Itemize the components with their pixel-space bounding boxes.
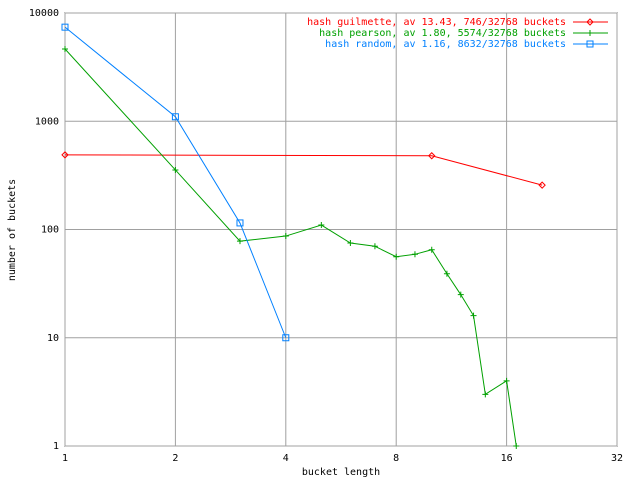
marker (282, 334, 290, 342)
y-tick-label: 10000 (29, 8, 59, 19)
marker (172, 166, 179, 173)
series-line (65, 48, 517, 446)
marker (318, 222, 325, 229)
marker (282, 233, 289, 240)
x-tick-label: 32 (611, 453, 623, 464)
legend: hash guilmette, av 13.43, 746/32768 buck… (307, 17, 608, 50)
marker (62, 45, 68, 52)
marker (411, 251, 418, 258)
marker (61, 23, 69, 31)
marker (513, 443, 520, 449)
marker (586, 40, 594, 48)
marker (443, 270, 450, 277)
x-tick-label: 4 (283, 453, 289, 464)
series-markers (61, 23, 546, 449)
x-tick-label: 8 (393, 453, 399, 464)
marker (482, 391, 489, 398)
y-tick-label: 100 (41, 225, 59, 236)
marker (587, 30, 593, 36)
x-tick-label: 16 (501, 453, 513, 464)
marker (470, 312, 477, 319)
marker (538, 181, 546, 189)
legend-label: hash random, av 1.16, 8632/32768 buckets (325, 39, 566, 50)
x-tick-label: 1 (62, 453, 68, 464)
series-lines (65, 26, 543, 446)
marker (428, 246, 435, 253)
legend-label: hash guilmette, av 13.43, 746/32768 buck… (307, 17, 566, 28)
marker (503, 377, 510, 384)
y-tick-label: 10 (47, 333, 59, 344)
marker (61, 151, 69, 159)
marker (457, 291, 464, 298)
grid: 1 2 4 8 16 32 1 10 100 1000 10000 (29, 8, 623, 464)
marker (171, 113, 179, 121)
x-tick-label: 2 (172, 453, 178, 464)
marker (236, 238, 243, 245)
marker (236, 219, 244, 227)
series-line (65, 154, 543, 186)
marker (586, 18, 594, 26)
marker (371, 243, 378, 250)
marker (428, 152, 436, 160)
series-line (65, 26, 287, 338)
y-tick-label: 1 (53, 441, 59, 452)
x-axis-label: bucket length (302, 467, 380, 478)
y-tick-label: 1000 (35, 116, 59, 127)
y-axis-label: number of buckets (7, 179, 18, 281)
marker (347, 240, 354, 247)
marker (393, 253, 400, 260)
legend-label: hash pearson, av 1.80, 5574/32768 bucket… (319, 28, 566, 39)
